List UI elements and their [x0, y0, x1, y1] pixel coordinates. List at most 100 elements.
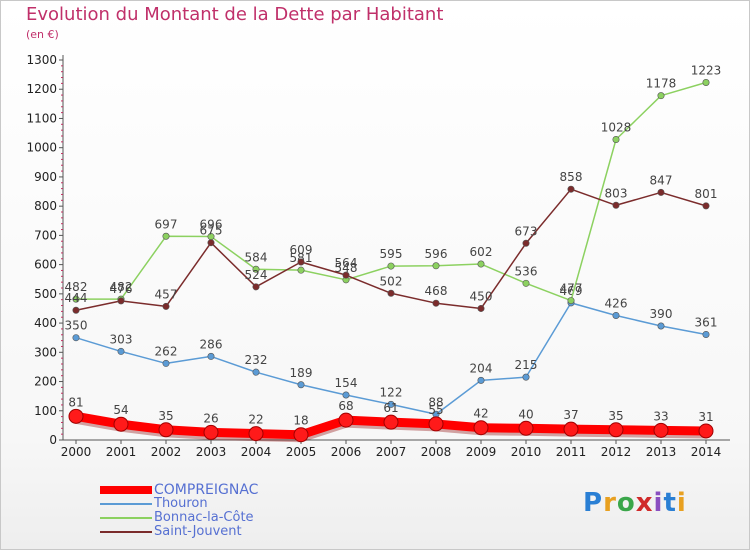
data-point: [657, 322, 665, 330]
data-point: [567, 185, 575, 193]
data-point: [522, 239, 530, 247]
data-label: 675: [200, 224, 223, 238]
data-label: 42: [473, 407, 488, 421]
y-tick-label: 400: [34, 316, 57, 330]
data-label: 61: [383, 401, 398, 415]
data-point: [72, 295, 80, 303]
data-point: [428, 416, 444, 432]
data-point: [608, 422, 624, 438]
data-label: 303: [110, 332, 133, 346]
data-label: 286: [200, 337, 223, 351]
legend-swatch: [100, 517, 152, 519]
x-tick-label: 2013: [646, 445, 677, 459]
data-point: [522, 279, 530, 287]
data-point: [72, 334, 80, 342]
brand-letter: i: [653, 488, 664, 518]
data-label: 502: [380, 274, 403, 288]
data-point: [117, 347, 125, 355]
data-point: [207, 239, 215, 247]
data-point: [68, 408, 84, 424]
y-tick-label: 1300: [26, 53, 57, 67]
brand-letter: t: [663, 488, 677, 518]
y-tick-label: 1100: [26, 111, 57, 125]
legend-label: Thouron: [154, 496, 208, 511]
data-point: [387, 400, 395, 408]
data-label: 477: [560, 282, 583, 296]
legend-item: Saint-Jouvent: [100, 525, 258, 539]
data-label: 350: [65, 319, 88, 333]
data-label: 1223: [691, 64, 722, 78]
y-tick-label: 800: [34, 199, 57, 213]
data-label: 482: [110, 280, 133, 294]
data-point: [72, 306, 80, 314]
data-label: 55: [428, 403, 443, 417]
x-tick-label: 2000: [61, 445, 92, 459]
legend-swatch: [100, 503, 152, 505]
data-label: 26: [203, 411, 218, 425]
data-point: [342, 391, 350, 399]
brand-logo: Proxiti: [583, 488, 687, 518]
data-point: [657, 92, 665, 100]
x-tick-label: 2001: [106, 445, 137, 459]
data-label: 1178: [646, 77, 677, 91]
y-tick-label: 300: [34, 345, 57, 359]
data-label: 390: [650, 307, 673, 321]
data-label: 450: [470, 289, 493, 303]
legend-label: Saint-Jouvent: [154, 524, 242, 539]
x-tick-label: 2010: [511, 445, 542, 459]
data-label: 122: [380, 385, 403, 399]
x-tick-label: 2006: [331, 445, 362, 459]
data-label: 482: [65, 280, 88, 294]
legend-item: COMPREIGNAC: [100, 483, 258, 497]
legend-item: Thouron: [100, 497, 258, 511]
x-tick-label: 2011: [556, 445, 587, 459]
x-tick-label: 2008: [421, 445, 452, 459]
data-point: [162, 302, 170, 310]
data-point: [698, 423, 714, 439]
data-point: [252, 283, 260, 291]
data-label: 673: [515, 224, 538, 238]
data-point: [612, 311, 620, 319]
brand-letter: o: [616, 488, 636, 518]
brand-letter: x: [635, 488, 654, 518]
legend-swatch: [100, 486, 152, 494]
data-label: 858: [560, 170, 583, 184]
data-label: 204: [470, 361, 493, 375]
y-tick-label: 1200: [26, 82, 57, 96]
data-label: 469: [560, 284, 583, 298]
data-label: 801: [695, 187, 718, 201]
data-point: [477, 304, 485, 312]
data-point: [252, 368, 260, 376]
x-tick-label: 2003: [196, 445, 227, 459]
data-label: 262: [155, 344, 178, 358]
data-label: 22: [248, 413, 263, 427]
data-label: 33: [653, 409, 668, 423]
data-point: [252, 265, 260, 273]
y-tick-label: 500: [34, 287, 57, 301]
data-point: [612, 201, 620, 209]
x-tick-label: 2007: [376, 445, 407, 459]
brand-letter: r: [603, 488, 617, 518]
data-point: [612, 136, 620, 144]
data-point: [522, 373, 530, 381]
data-point: [477, 260, 485, 268]
data-label: 18: [293, 414, 308, 428]
chart-title: Evolution du Montant de la Dette par Hab…: [26, 4, 444, 25]
data-label: 361: [695, 315, 718, 329]
data-label: 88: [428, 395, 443, 409]
data-label: 37: [563, 408, 578, 422]
data-label: 602: [470, 245, 493, 259]
y-tick-label: 0: [49, 433, 57, 447]
x-tick-label: 2005: [286, 445, 317, 459]
data-label: 564: [335, 256, 358, 270]
data-label: 40: [518, 407, 533, 421]
data-label: 215: [515, 358, 538, 372]
data-label: 468: [425, 284, 448, 298]
legend-item: Bonnac-la-Côte: [100, 511, 258, 525]
data-point: [387, 262, 395, 270]
data-point: [162, 232, 170, 240]
data-point: [162, 359, 170, 367]
data-label: 524: [245, 268, 268, 282]
data-label: 1028: [601, 121, 632, 135]
